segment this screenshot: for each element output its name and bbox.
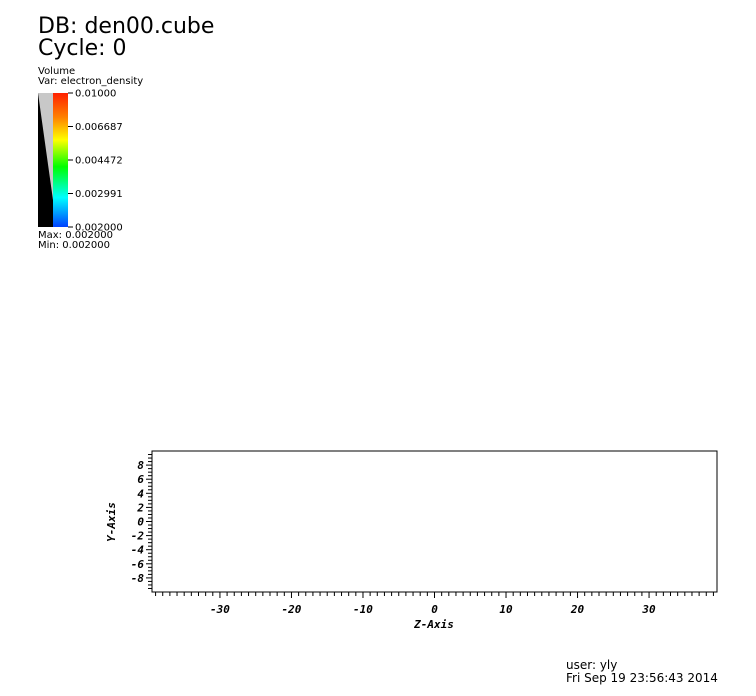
legend-variable: Var: electron_density (38, 76, 144, 87)
legend-tick-label: 0.006687 (75, 122, 123, 133)
x-tick-label: 10 (499, 603, 513, 616)
y-tick-label: 2 (136, 501, 144, 514)
y-axis-title: Y-Axis (105, 502, 118, 542)
legend-min: Min: 0.002000 (38, 240, 111, 251)
y-tick-label: 8 (137, 459, 144, 472)
x-axis-title: Z-Axis (413, 618, 454, 631)
y-tick-label: -8 (131, 572, 145, 585)
x-tick-label: -10 (353, 603, 373, 616)
y-tick-label: 0 (137, 516, 144, 529)
legend-tick-label: 0.002991 (75, 189, 123, 200)
legend-plot-type: Volume (38, 66, 76, 77)
y-tick-label: -2 (131, 530, 145, 543)
legend-tick-label: 0.002000 (75, 223, 123, 234)
legend-max: Max: 0.002000 (38, 230, 113, 241)
colorbar (53, 93, 68, 227)
x-tick-label: 30 (641, 603, 656, 616)
legend-tick-label: 0.01000 (75, 89, 116, 100)
y-tick-label: -4 (131, 544, 145, 557)
user-label: user: yly (566, 658, 618, 672)
plot-frame (151, 450, 718, 593)
timestamp-label: Fri Sep 19 23:56:43 2014 (566, 671, 718, 685)
legend-tick-label: 0.004472 (75, 156, 123, 167)
x-tick-label: 0 (431, 603, 438, 616)
y-tick-label: -6 (131, 558, 145, 571)
cycle-title: Cycle: 0 (38, 36, 127, 61)
x-tick-label: 20 (570, 603, 585, 616)
database-title: DB: den00.cube (38, 14, 215, 39)
x-tick-label: -20 (282, 603, 302, 616)
y-tick-label: 6 (137, 473, 144, 486)
opacity-ramp (38, 93, 53, 227)
y-tick-label: 4 (137, 487, 144, 500)
x-tick-label: -30 (210, 603, 230, 616)
